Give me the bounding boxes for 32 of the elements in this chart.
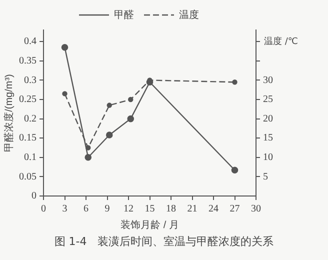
x-tick-label: 30 bbox=[251, 204, 261, 215]
y-tick-label: 0.25 bbox=[19, 94, 36, 106]
y2-tick-label: 5 bbox=[263, 171, 268, 182]
y2-tick-label: 20 bbox=[263, 113, 273, 124]
x-tick-label: 3 bbox=[62, 204, 68, 215]
x-tick-label: 18 bbox=[166, 204, 176, 215]
y-tick-label: 0.3 bbox=[24, 74, 36, 86]
y2-axis-title: 温度 /℃ bbox=[264, 36, 298, 47]
caption: 图 1-4 装潢后时间、室温与甲醛浓度的关系 bbox=[53, 234, 275, 249]
y-tick-label: 0.4 bbox=[24, 36, 36, 48]
y2-tick-label: 10 bbox=[263, 152, 273, 164]
y-tick-label: 0.35 bbox=[19, 56, 36, 67]
x-tick-label: 9 bbox=[104, 204, 110, 215]
y-axis-title: 甲醛浓度/(mg/m³) bbox=[2, 74, 15, 152]
y2-tick-label: 30 bbox=[263, 74, 273, 86]
x-tick-label: 12 bbox=[124, 204, 134, 215]
legend-label: 甲醛 bbox=[114, 8, 134, 21]
y-tick-label: 0.15 bbox=[19, 132, 36, 144]
x-tick-label: 24 bbox=[208, 204, 218, 215]
x-tick-label: 15 bbox=[144, 204, 155, 215]
y-tick-label: 0 bbox=[32, 190, 36, 202]
x-tick-label: 27 bbox=[230, 204, 240, 215]
y-tick-label: 0.1 bbox=[24, 152, 36, 164]
x-tick-label: 6 bbox=[84, 204, 88, 215]
y-tick-label: 0.05 bbox=[19, 171, 36, 182]
y2-tick-label: 15 bbox=[263, 132, 273, 144]
legend-label: 温度 bbox=[179, 8, 199, 21]
x-tick-label: 0 bbox=[41, 204, 46, 215]
x-axis-title: 装饰月龄 / 月 bbox=[120, 218, 179, 231]
y2-tick-label: 25 bbox=[263, 94, 273, 106]
y-tick-label: 0.2 bbox=[24, 113, 36, 124]
x-tick-label: 21 bbox=[187, 204, 198, 215]
